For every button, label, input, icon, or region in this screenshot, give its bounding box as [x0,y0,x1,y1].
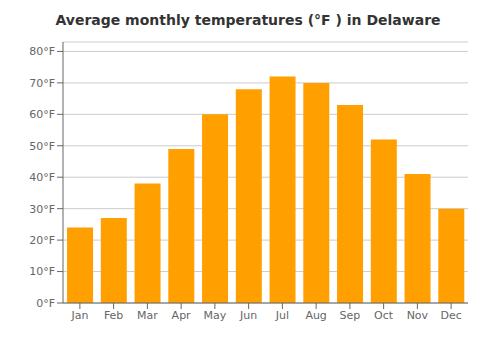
svg-text:Nov: Nov [407,309,429,322]
svg-text:Oct: Oct [374,309,394,322]
svg-text:Mar: Mar [137,309,158,322]
svg-text:80°F: 80°F [29,45,55,58]
svg-text:Apr: Apr [172,309,192,322]
svg-text:30°F: 30°F [29,203,55,216]
svg-text:40°F: 40°F [29,171,55,184]
html-text:Average monthly temperatures (: Average monthly temperatures (°F ) in De… [55,12,441,28]
svg-text:Sep: Sep [340,309,361,322]
svg-text:Jan: Jan [70,309,88,322]
svg-text:60°F: 60°F [29,108,55,121]
svg-text:Dec: Dec [440,309,461,322]
svg-text:50°F: 50°F [29,140,55,153]
svg-text:20°F: 20°F [29,234,55,247]
svg-text:10°F: 10°F [29,265,55,278]
svg-text:Feb: Feb [104,309,123,322]
svg-text:Aug: Aug [305,309,326,322]
svg-text:May: May [204,309,227,322]
svg-text:0°F: 0°F [36,297,55,310]
svg-text:Jun: Jun [239,309,257,322]
svg-text:70°F: 70°F [29,77,55,90]
svg-text:Jul: Jul [275,309,289,322]
